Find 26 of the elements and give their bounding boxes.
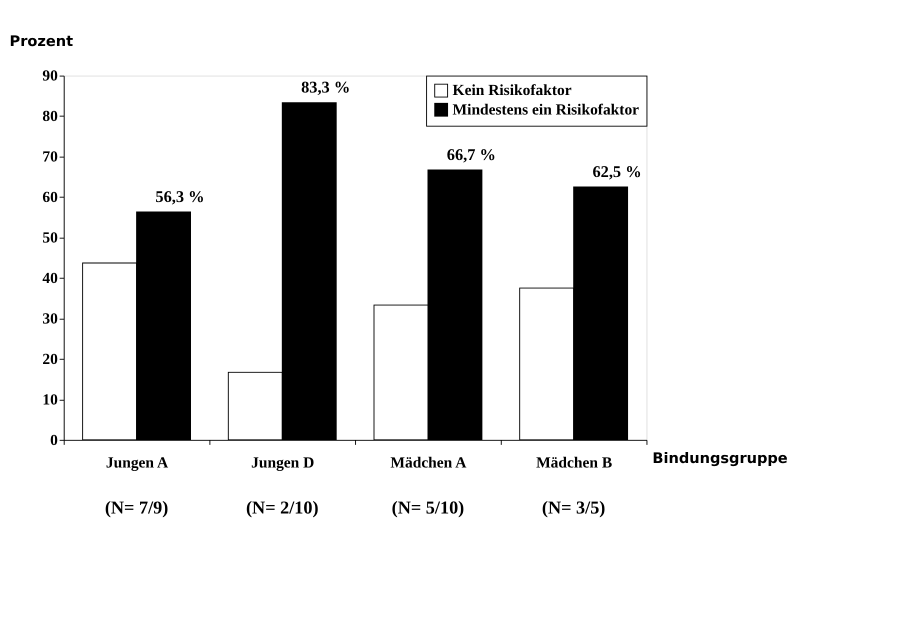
y-tick-label: 80 xyxy=(42,108,58,126)
text: (N= 2/10) xyxy=(246,498,319,518)
x-axis-title: Bindungsgruppe xyxy=(652,450,788,468)
y-tick-label: 30 xyxy=(42,310,58,328)
data-label: 66,7 % xyxy=(446,144,496,164)
legend-label: Mindestens ein Risikofaktor xyxy=(452,101,640,118)
y-tick-label: 40 xyxy=(42,270,58,287)
data-label: 62,5 % xyxy=(592,162,642,181)
data-label: 56,3 % xyxy=(155,187,205,206)
y-tick-label: 50 xyxy=(42,230,58,247)
x-tick-label: Mädchen A xyxy=(390,454,468,472)
legend-label: Kein Risikofaktor xyxy=(452,82,572,100)
text: (N= 3/5) xyxy=(542,498,606,518)
text: (N= 5/10) xyxy=(392,498,464,518)
y-tick-label: 10 xyxy=(42,391,58,408)
y-tick-label: 20 xyxy=(42,350,58,368)
y-tick-label: 60 xyxy=(42,189,58,206)
y-tick-label: 90 xyxy=(42,68,58,85)
x-tick-label: Mädchen B xyxy=(536,454,612,472)
text: (N= 7/9) xyxy=(104,498,168,518)
y-tick-label: 70 xyxy=(42,148,58,166)
y-axis-title: Prozent xyxy=(10,33,74,50)
x-tick-label: Jungen A xyxy=(106,454,170,472)
x-tick-label: Jungen D xyxy=(251,454,314,472)
data-label: 83,3 % xyxy=(301,78,350,97)
y-tick-label: 0 xyxy=(50,432,58,449)
